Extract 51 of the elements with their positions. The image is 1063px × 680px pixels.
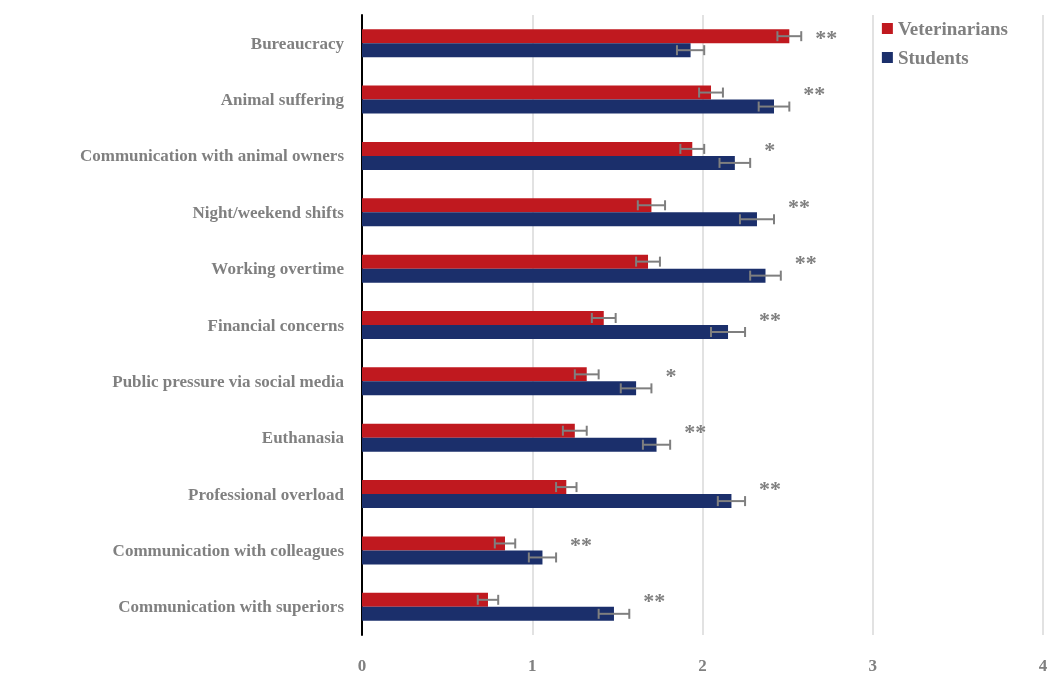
bar [362,311,604,325]
x-tick-label: 4 [1038,656,1048,675]
bar [362,592,488,607]
x-tick-label: 2 [698,656,707,675]
x-tick-label: 3 [868,656,877,675]
bar [362,480,567,495]
annotation: * [764,137,776,163]
annotation: ** [643,588,666,614]
y-tick-label: Financial concerns [207,315,345,335]
legend-label: Veterinarians [897,18,1008,39]
annotation: ** [815,24,838,50]
y-tick-label: Communication with animal owners [80,146,345,166]
y-tick-label: Communication with colleagues [112,540,345,560]
y-tick-label: Euthanasia [261,428,345,448]
bar [362,367,587,382]
bar [362,85,712,100]
bar [362,29,790,44]
bar [362,198,652,213]
x-tick-label: 1 [528,656,537,675]
bar [362,212,757,227]
annotation: ** [788,193,811,219]
bar [362,381,637,396]
bar [362,254,649,269]
annotation: ** [794,250,817,276]
annotation: * [665,362,677,388]
bar [362,99,775,114]
annotation: ** [684,419,707,445]
bar [362,494,732,509]
bar [362,606,614,621]
y-tick-label: Professional overload [188,484,345,504]
y-tick-label: Communication with superiors [118,597,345,617]
legend-label: Students [897,47,969,68]
bar [362,155,735,170]
bar [362,550,543,565]
y-tick-label: Working overtime [211,259,345,279]
y-tick-label: Bureaucracy [250,33,345,53]
annotation: ** [759,306,782,332]
bar [362,268,766,283]
bar [362,43,691,58]
annotation: ** [570,531,593,557]
y-tick-label: Public pressure via social media [112,371,345,391]
annotation: ** [803,81,826,107]
bar [362,437,657,452]
bar [362,141,693,156]
y-tick-label: Night/weekend shifts [192,202,345,222]
y-tick-label: Animal suffering [220,90,345,110]
x-tick-label: 0 [357,656,367,675]
bar [362,325,729,339]
bar [362,423,575,438]
bar [362,536,506,551]
annotation: ** [759,475,782,501]
